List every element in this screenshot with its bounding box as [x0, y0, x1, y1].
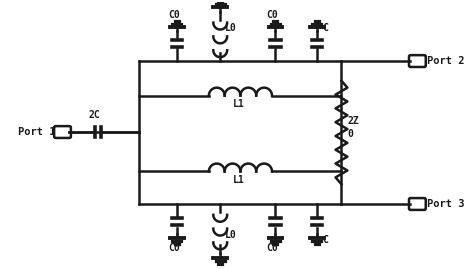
Text: C0: C0 [266, 10, 278, 20]
Text: L0: L0 [225, 231, 237, 240]
Text: Port 1: Port 1 [18, 127, 55, 137]
Text: 2Z: 2Z [347, 116, 359, 126]
Text: C0: C0 [168, 243, 180, 253]
Text: L1: L1 [233, 175, 244, 185]
Text: 0: 0 [347, 129, 353, 139]
Text: 2C: 2C [88, 110, 100, 120]
Text: Port 3: Port 3 [427, 199, 465, 209]
Text: C0: C0 [168, 10, 180, 20]
Text: Port 2: Port 2 [427, 56, 465, 66]
Text: C: C [322, 23, 328, 33]
FancyBboxPatch shape [409, 198, 426, 210]
Text: L1: L1 [233, 99, 244, 109]
FancyBboxPatch shape [409, 55, 426, 67]
Text: C: C [322, 235, 328, 245]
Text: L0: L0 [225, 23, 237, 33]
Text: C0: C0 [266, 243, 278, 253]
FancyBboxPatch shape [54, 126, 71, 138]
